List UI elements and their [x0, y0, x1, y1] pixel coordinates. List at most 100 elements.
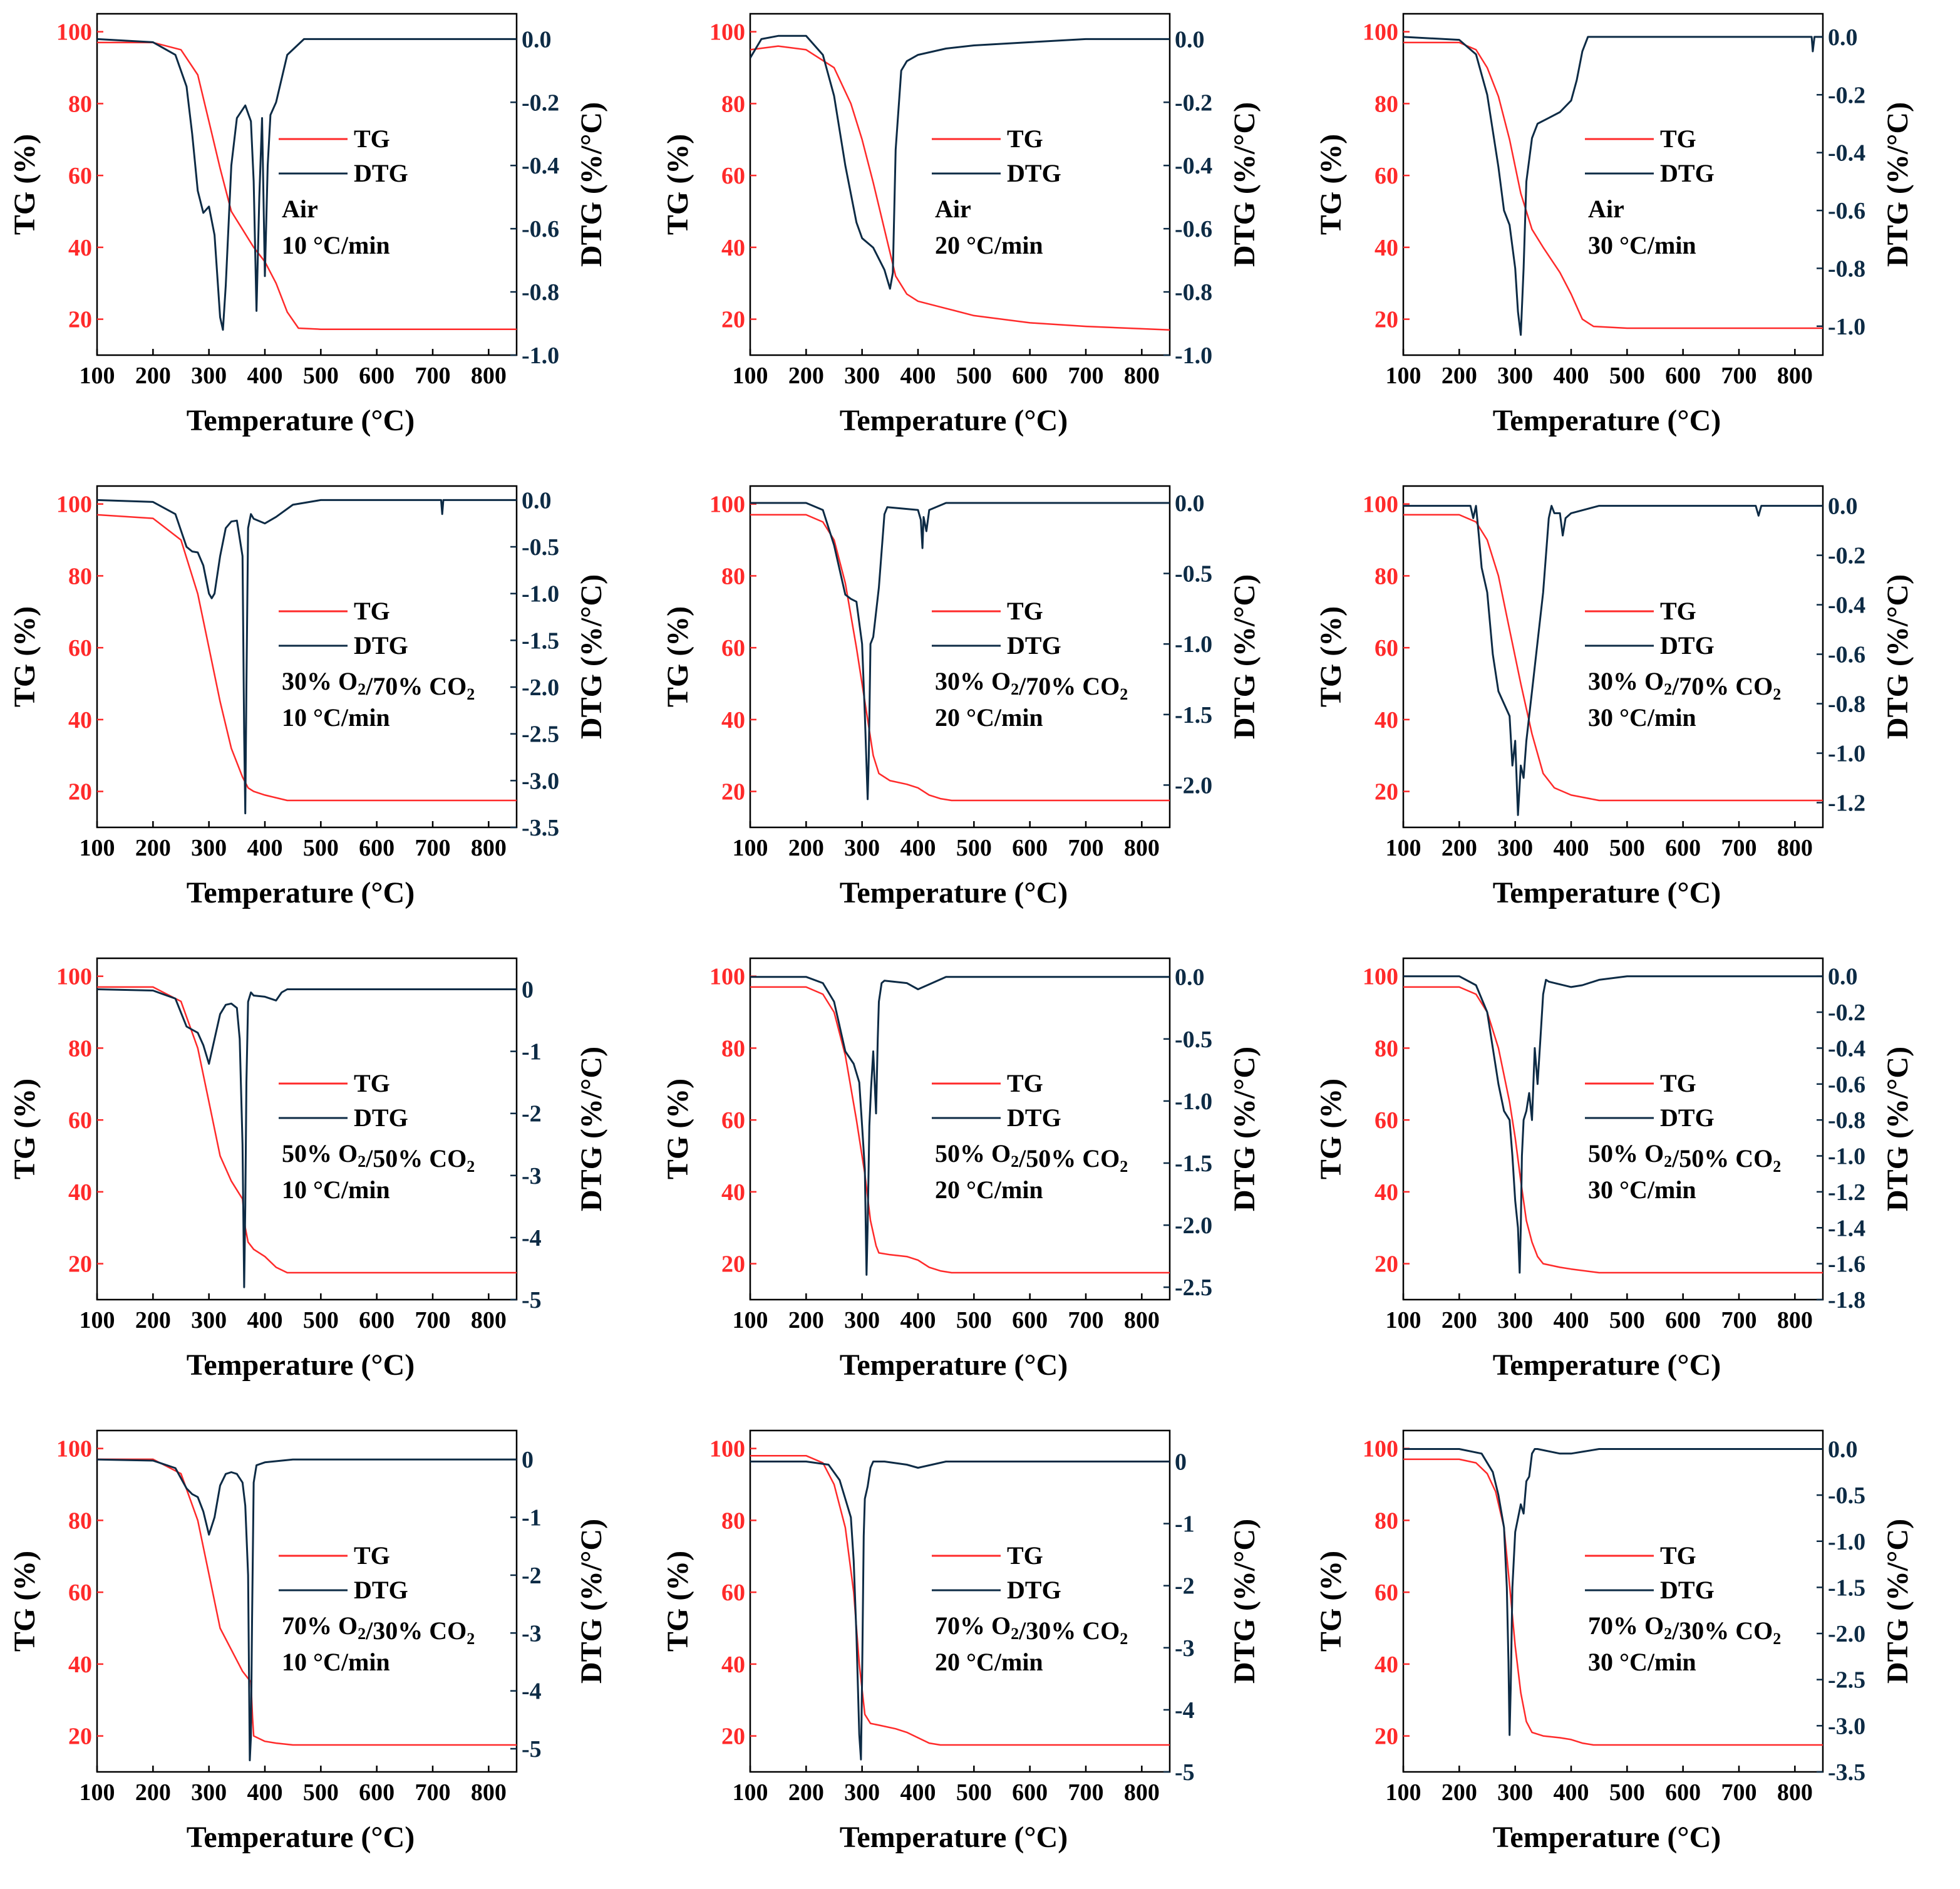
x-tick-label: 100 — [1386, 835, 1421, 861]
dtg-series-line — [97, 1458, 517, 1761]
x-tick-label: 100 — [733, 1779, 768, 1806]
x-tick-label: 100 — [1386, 1779, 1421, 1806]
left-tick-label: 100 — [709, 1436, 745, 1462]
legend-atmosphere: Air — [282, 195, 318, 223]
x-tick-label: 500 — [1609, 1779, 1645, 1806]
left-tick-label: 60 — [1375, 635, 1398, 661]
left-tick-label: 20 — [68, 307, 92, 333]
left-tick-label: 40 — [1375, 235, 1398, 261]
right-tick-label: -1.8 — [1828, 1287, 1865, 1313]
x-tick-label: 600 — [359, 1779, 395, 1806]
y-axis-left-label: TG (%) — [661, 134, 694, 235]
x-tick-label: 200 — [1442, 363, 1477, 389]
left-tick-label: 80 — [721, 91, 745, 117]
x-tick-label: 600 — [1665, 835, 1701, 861]
legend-atmosphere: 70% O2/30% CO2 — [1588, 1612, 1781, 1648]
plot-frame — [749, 1429, 1171, 1773]
right-tick-label: -1.0 — [1828, 314, 1865, 340]
x-tick-label: 400 — [1554, 1307, 1589, 1333]
y-axis-right-label: DTG (%/°C) — [575, 1519, 608, 1684]
x-tick-label: 700 — [1721, 1307, 1757, 1333]
legend-dtg-label: DTG — [1007, 631, 1061, 660]
left-tick-label: 80 — [68, 1508, 92, 1534]
right-tick-label: 0.0 — [522, 26, 552, 53]
x-tick-label: 400 — [900, 363, 936, 389]
right-tick-label: -1.4 — [1828, 1215, 1865, 1241]
tg-series-line — [97, 1458, 517, 1746]
right-tick-label: -1.5 — [1175, 1151, 1212, 1177]
right-tick-label: -0.4 — [1828, 593, 1865, 619]
tg-series-line — [97, 986, 517, 1274]
tg-series-line — [97, 514, 517, 802]
right-tick-label: -3 — [1175, 1635, 1195, 1662]
x-tick-label: 800 — [1777, 835, 1813, 861]
dtg-series-line — [750, 976, 1170, 1276]
tg-series-line — [750, 514, 1170, 802]
x-tick-label: 700 — [415, 1779, 451, 1806]
legend-dtg-label: DTG — [1660, 1576, 1715, 1604]
x-tick-label: 800 — [1777, 363, 1813, 389]
right-tick-label: -5 — [1175, 1759, 1195, 1786]
left-tick-label: 80 — [1375, 1508, 1398, 1534]
dtg-series-line — [1403, 975, 1823, 1274]
legend-dtg-label: DTG — [1660, 631, 1715, 660]
x-tick-label: 400 — [247, 1307, 283, 1333]
x-tick-label: 100 — [80, 1307, 115, 1333]
left-tick-label: 60 — [721, 635, 745, 661]
right-tick-label: -3.5 — [522, 815, 559, 841]
legend-tg-label: TG — [354, 1541, 390, 1570]
right-tick-label: -0.5 — [1175, 561, 1212, 587]
right-tick-label: 0.0 — [1828, 24, 1858, 51]
x-tick-label: 400 — [247, 363, 283, 389]
legend-rate: 20 °C/min — [935, 1176, 1043, 1204]
right-tick-label: -0.8 — [1828, 256, 1865, 282]
dtg-series-line — [1403, 36, 1823, 336]
right-tick-label: -2 — [522, 1563, 542, 1589]
x-tick-label: 400 — [1554, 363, 1589, 389]
x-tick-label: 200 — [788, 1307, 824, 1333]
legend-atmosphere: 30% O2/70% CO2 — [282, 667, 475, 703]
left-tick-label: 20 — [68, 1251, 92, 1278]
right-tick-label: -0.6 — [1828, 198, 1865, 224]
right-tick-label: 0.0 — [1175, 26, 1205, 53]
y-axis-left-label: TG (%) — [661, 1551, 694, 1652]
x-tick-label: 200 — [788, 835, 824, 861]
legend-dtg-label: DTG — [1660, 159, 1715, 187]
x-tick-label: 600 — [1012, 363, 1048, 389]
x-tick-label: 500 — [956, 1307, 992, 1333]
left-tick-label: 80 — [721, 563, 745, 589]
right-tick-label: -1.5 — [1828, 1575, 1865, 1601]
plot-frame — [1402, 1429, 1824, 1773]
x-axis-label: Temperature (°C) — [840, 1348, 1068, 1382]
y-axis-right-label: DTG (%/°C) — [575, 102, 608, 267]
x-tick-label: 600 — [1665, 1779, 1701, 1806]
right-tick-label: -3.0 — [522, 768, 559, 794]
right-tick-label: -1.6 — [1828, 1251, 1865, 1278]
left-tick-label: 60 — [1375, 1580, 1398, 1606]
right-tick-label: -0.8 — [1828, 691, 1865, 718]
x-tick-label: 600 — [1665, 1307, 1701, 1333]
dtg-series-line — [97, 988, 517, 1288]
plot-frame — [96, 485, 518, 829]
right-tick-label: -0.2 — [1828, 1000, 1865, 1026]
x-tick-label: 200 — [135, 363, 171, 389]
left-tick-label: 40 — [721, 235, 745, 261]
legend-dtg-label: DTG — [354, 159, 408, 187]
x-tick-label: 300 — [1497, 1307, 1533, 1333]
left-tick-label: 40 — [68, 707, 92, 733]
plot-frame — [1402, 485, 1824, 829]
tg-series-line — [1403, 1458, 1823, 1746]
left-tick-label: 100 — [56, 1436, 92, 1462]
x-tick-label: 200 — [135, 1779, 171, 1806]
left-tick-label: 20 — [721, 779, 745, 805]
x-tick-label: 700 — [1068, 1307, 1104, 1333]
right-tick-label: -4 — [522, 1679, 542, 1705]
right-tick-label: -1.5 — [522, 628, 559, 654]
x-axis-label: Temperature (°C) — [187, 404, 415, 437]
x-tick-label: 700 — [1721, 363, 1757, 389]
left-tick-label: 100 — [1363, 19, 1398, 46]
x-tick-label: 200 — [1442, 1779, 1477, 1806]
y-axis-left-label: TG (%) — [1314, 134, 1348, 235]
x-tick-label: 300 — [844, 1307, 880, 1333]
legend-rate: 30 °C/min — [1588, 703, 1696, 732]
